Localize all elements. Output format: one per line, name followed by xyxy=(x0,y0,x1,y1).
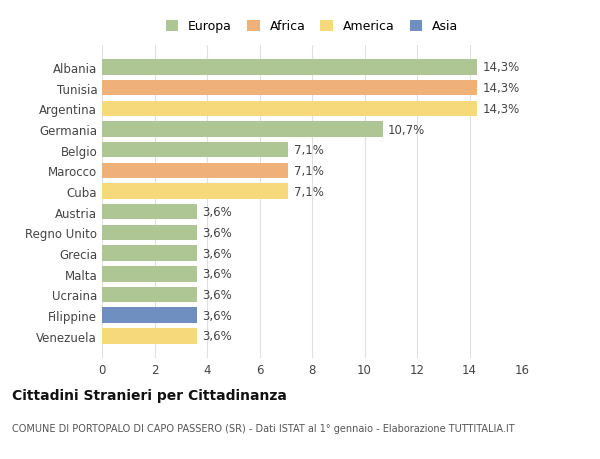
Text: 3,6%: 3,6% xyxy=(202,330,232,342)
Legend: Europa, Africa, America, Asia: Europa, Africa, America, Asia xyxy=(166,21,458,34)
Bar xyxy=(102,205,197,220)
Bar xyxy=(102,225,197,241)
Text: 10,7%: 10,7% xyxy=(388,123,425,136)
Text: 14,3%: 14,3% xyxy=(482,103,520,116)
Text: 3,6%: 3,6% xyxy=(202,247,232,260)
Bar xyxy=(102,81,478,96)
Text: Cittadini Stranieri per Cittadinanza: Cittadini Stranieri per Cittadinanza xyxy=(12,388,287,403)
Bar xyxy=(102,101,478,117)
Bar xyxy=(102,143,289,158)
Bar xyxy=(102,308,197,323)
Text: 7,1%: 7,1% xyxy=(293,185,323,198)
Text: 3,6%: 3,6% xyxy=(202,226,232,240)
Bar xyxy=(102,328,197,344)
Bar xyxy=(102,163,289,179)
Bar xyxy=(102,184,289,199)
Text: 3,6%: 3,6% xyxy=(202,206,232,219)
Text: 7,1%: 7,1% xyxy=(293,164,323,178)
Text: 7,1%: 7,1% xyxy=(293,144,323,157)
Text: 3,6%: 3,6% xyxy=(202,268,232,280)
Text: 3,6%: 3,6% xyxy=(202,309,232,322)
Text: 3,6%: 3,6% xyxy=(202,288,232,301)
Bar xyxy=(102,122,383,138)
Bar xyxy=(102,60,478,76)
Text: 14,3%: 14,3% xyxy=(482,82,520,95)
Bar xyxy=(102,287,197,302)
Text: 14,3%: 14,3% xyxy=(482,62,520,74)
Bar xyxy=(102,246,197,261)
Bar xyxy=(102,266,197,282)
Text: COMUNE DI PORTOPALO DI CAPO PASSERO (SR) - Dati ISTAT al 1° gennaio - Elaborazio: COMUNE DI PORTOPALO DI CAPO PASSERO (SR)… xyxy=(12,424,515,433)
